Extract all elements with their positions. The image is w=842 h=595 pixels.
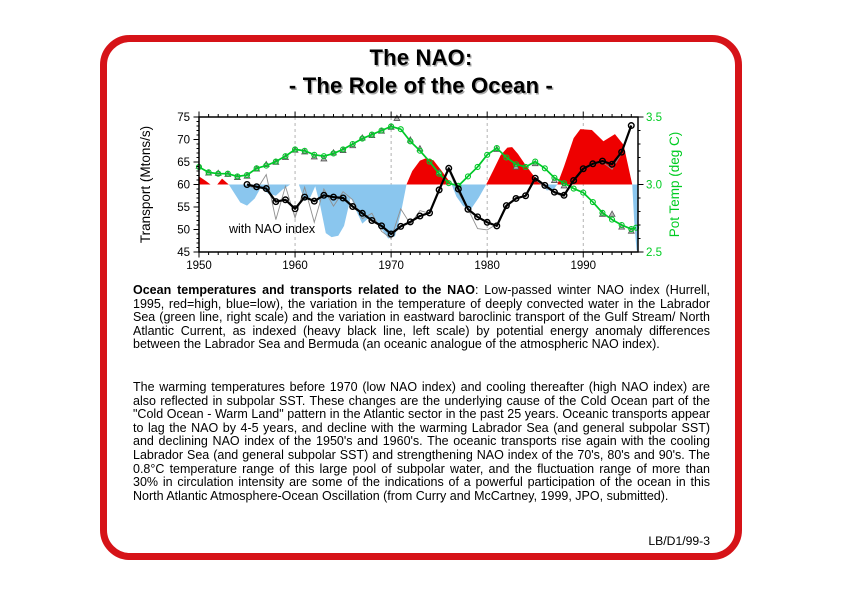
svg-text:3.0: 3.0 xyxy=(646,180,662,192)
nao-index-annotation: with NAO index xyxy=(228,222,316,236)
svg-text:1990: 1990 xyxy=(570,260,596,272)
nao-chart: 1950 1960 1970 1980 1990 45 50 55 60 65 70 75 2.5 3.0… xyxy=(138,111,682,272)
svg-text:50: 50 xyxy=(177,225,190,237)
right-axis-labels: 2.5 3.0 3.5 xyxy=(646,112,662,259)
title-line1: The NAO: xyxy=(369,45,473,70)
labrador-temp-markers xyxy=(195,123,640,233)
svg-text:75: 75 xyxy=(177,112,190,124)
labrador-temp-line xyxy=(198,125,637,230)
discussion-text: The warming temperatures before 1970 (lo… xyxy=(133,380,710,503)
x-axis-labels: 1950 1960 1970 1980 1990 xyxy=(186,260,596,272)
x-axis-ticks xyxy=(198,111,632,258)
svg-text:55: 55 xyxy=(177,202,190,214)
figure-caption-lead: Ocean temperatures and transports relate… xyxy=(133,283,475,297)
left-axis-title: Transport (Mtons/s) xyxy=(138,126,153,243)
right-axis-title: Pot Temp (deg C) xyxy=(667,132,682,238)
svg-text:1960: 1960 xyxy=(282,260,308,272)
svg-text:60: 60 xyxy=(177,180,190,192)
figure-caption-body: : Low-passed winter NAO index (Hurrell, … xyxy=(133,283,710,352)
nao-index-high-fill xyxy=(199,129,638,185)
svg-text:1970: 1970 xyxy=(378,260,404,272)
slide-title: The NAO: - The Role of the Ocean - xyxy=(0,44,842,100)
svg-text:3.5: 3.5 xyxy=(646,112,662,124)
nao-index-low-fill xyxy=(199,184,638,251)
svg-text:1950: 1950 xyxy=(186,260,212,272)
right-axis-ticks xyxy=(638,116,644,253)
title-line2: - The Role of the Ocean - xyxy=(288,73,554,98)
left-axis-ticks xyxy=(193,116,199,253)
transport-markers xyxy=(243,122,635,238)
svg-text:70: 70 xyxy=(177,135,190,147)
svg-text:1980: 1980 xyxy=(474,260,500,272)
slide-border xyxy=(100,35,742,560)
figure-caption: Ocean temperatures and transports relate… xyxy=(133,283,710,352)
svg-text:45: 45 xyxy=(177,247,190,259)
svg-text:2.5: 2.5 xyxy=(646,247,662,259)
document-id: LB/D1/99-3 xyxy=(648,534,710,548)
left-axis-labels: 45 50 55 60 65 70 75 xyxy=(177,112,190,259)
svg-text:65: 65 xyxy=(177,157,190,169)
